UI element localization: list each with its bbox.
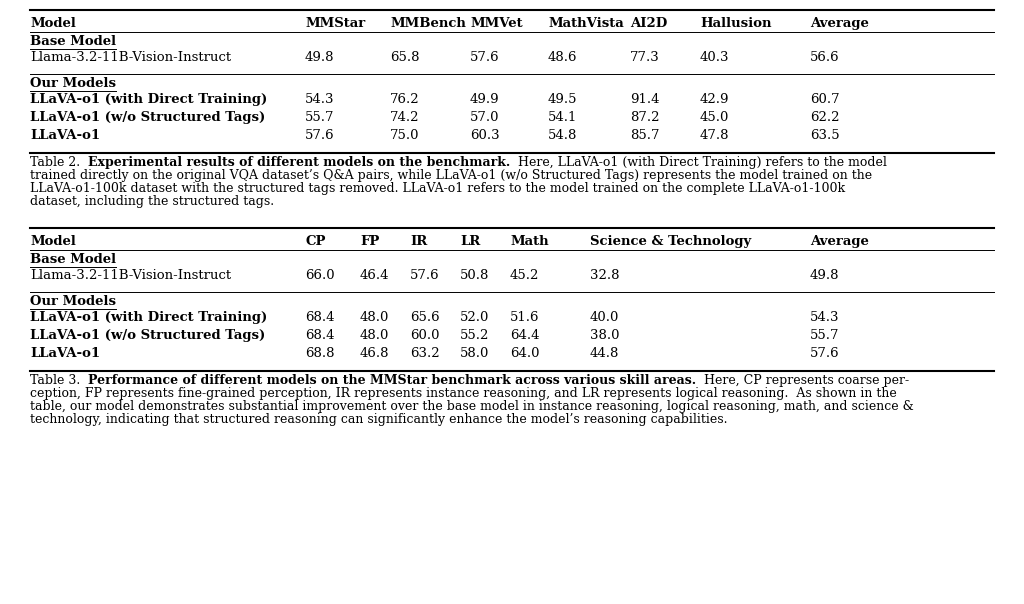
Text: Our Models: Our Models <box>30 295 116 308</box>
Text: 40.3: 40.3 <box>700 51 729 64</box>
Text: 57.6: 57.6 <box>410 269 439 282</box>
Text: IR: IR <box>410 235 427 248</box>
Text: 85.7: 85.7 <box>630 129 659 142</box>
Text: 49.8: 49.8 <box>810 269 840 282</box>
Text: 63.5: 63.5 <box>810 129 840 142</box>
Text: 55.7: 55.7 <box>305 111 335 124</box>
Text: 48.6: 48.6 <box>548 51 578 64</box>
Text: MMStar: MMStar <box>305 17 366 30</box>
Text: MathVista: MathVista <box>548 17 624 30</box>
Text: 68.4: 68.4 <box>305 329 335 342</box>
Text: 77.3: 77.3 <box>630 51 659 64</box>
Text: technology, indicating that structured reasoning can significantly enhance the m: technology, indicating that structured r… <box>30 413 727 426</box>
Text: 57.6: 57.6 <box>305 129 335 142</box>
Text: 49.8: 49.8 <box>305 51 335 64</box>
Text: 68.4: 68.4 <box>305 311 335 324</box>
Text: 65.8: 65.8 <box>390 51 420 64</box>
Text: 49.9: 49.9 <box>470 93 500 106</box>
Text: Table 3.: Table 3. <box>30 374 88 387</box>
Text: Average: Average <box>810 17 869 30</box>
Text: LLaVA-o1 (w/o Structured Tags): LLaVA-o1 (w/o Structured Tags) <box>30 329 265 342</box>
Text: dataset, including the structured tags.: dataset, including the structured tags. <box>30 195 274 208</box>
Text: LLaVA-o1: LLaVA-o1 <box>30 347 100 360</box>
Text: Llama-3.2-11B-Vision-Instruct: Llama-3.2-11B-Vision-Instruct <box>30 269 231 282</box>
Text: 45.0: 45.0 <box>700 111 729 124</box>
Text: LLaVA-o1 (with Direct Training): LLaVA-o1 (with Direct Training) <box>30 93 267 106</box>
Text: 42.9: 42.9 <box>700 93 729 106</box>
Text: CP: CP <box>305 235 326 248</box>
Text: 48.0: 48.0 <box>360 311 389 324</box>
Text: LLaVA-o1 (with Direct Training): LLaVA-o1 (with Direct Training) <box>30 311 267 324</box>
Text: 74.2: 74.2 <box>390 111 420 124</box>
Text: Model: Model <box>30 17 76 30</box>
Text: 68.8: 68.8 <box>305 347 335 360</box>
Text: 66.0: 66.0 <box>305 269 335 282</box>
Text: 46.4: 46.4 <box>360 269 389 282</box>
Text: Hallusion: Hallusion <box>700 17 771 30</box>
Text: 49.5: 49.5 <box>548 93 578 106</box>
Text: 60.7: 60.7 <box>810 93 840 106</box>
Text: 44.8: 44.8 <box>590 347 620 360</box>
Text: Math: Math <box>510 235 549 248</box>
Text: 57.6: 57.6 <box>470 51 500 64</box>
Text: 91.4: 91.4 <box>630 93 659 106</box>
Text: 64.0: 64.0 <box>510 347 540 360</box>
Text: 46.8: 46.8 <box>360 347 389 360</box>
Text: 54.3: 54.3 <box>810 311 840 324</box>
Text: Experimental results of different models on the benchmark.: Experimental results of different models… <box>88 156 510 169</box>
Text: 57.0: 57.0 <box>470 111 500 124</box>
Text: 45.2: 45.2 <box>510 269 540 282</box>
Text: Here, CP represents coarse per-: Here, CP represents coarse per- <box>696 374 909 387</box>
Text: 48.0: 48.0 <box>360 329 389 342</box>
Text: 58.0: 58.0 <box>460 347 489 360</box>
Text: AI2D: AI2D <box>630 17 668 30</box>
Text: 54.8: 54.8 <box>548 129 578 142</box>
Text: LLaVA-o1: LLaVA-o1 <box>30 129 100 142</box>
Text: LR: LR <box>460 235 480 248</box>
Text: 60.3: 60.3 <box>470 129 500 142</box>
Text: 38.0: 38.0 <box>590 329 620 342</box>
Text: Science & Technology: Science & Technology <box>590 235 752 248</box>
Text: 62.2: 62.2 <box>810 111 840 124</box>
Text: 32.8: 32.8 <box>590 269 620 282</box>
Text: 40.0: 40.0 <box>590 311 620 324</box>
Text: 56.6: 56.6 <box>810 51 840 64</box>
Text: 54.3: 54.3 <box>305 93 335 106</box>
Text: Base Model: Base Model <box>30 253 116 266</box>
Text: Base Model: Base Model <box>30 35 116 48</box>
Text: trained directly on the original VQA dataset’s Q&A pairs, while LLaVA-o1 (w/o St: trained directly on the original VQA dat… <box>30 169 872 182</box>
Text: MMBench: MMBench <box>390 17 466 30</box>
Text: 51.6: 51.6 <box>510 311 540 324</box>
Text: FP: FP <box>360 235 379 248</box>
Text: Here, LLaVA-o1 (with Direct Training) refers to the model: Here, LLaVA-o1 (with Direct Training) re… <box>510 156 887 169</box>
Text: Our Models: Our Models <box>30 77 116 90</box>
Text: 47.8: 47.8 <box>700 129 729 142</box>
Text: LLaVA-o1 (w/o Structured Tags): LLaVA-o1 (w/o Structured Tags) <box>30 111 265 124</box>
Text: Table 2.: Table 2. <box>30 156 88 169</box>
Text: 76.2: 76.2 <box>390 93 420 106</box>
Text: 64.4: 64.4 <box>510 329 540 342</box>
Text: ception, FP represents fine-grained perception, IR represents instance reasoning: ception, FP represents fine-grained perc… <box>30 387 897 400</box>
Text: Performance of different models on the MMStar benchmark across various skill are: Performance of different models on the M… <box>88 374 696 387</box>
Text: 50.8: 50.8 <box>460 269 489 282</box>
Text: 55.2: 55.2 <box>460 329 489 342</box>
Text: Model: Model <box>30 235 76 248</box>
Text: table, our model demonstrates substantial improvement over the base model in ins: table, our model demonstrates substantia… <box>30 400 913 413</box>
Text: 87.2: 87.2 <box>630 111 659 124</box>
Text: 63.2: 63.2 <box>410 347 439 360</box>
Text: 57.6: 57.6 <box>810 347 840 360</box>
Text: MMVet: MMVet <box>470 17 522 30</box>
Text: 75.0: 75.0 <box>390 129 420 142</box>
Text: 60.0: 60.0 <box>410 329 439 342</box>
Text: 52.0: 52.0 <box>460 311 489 324</box>
Text: 54.1: 54.1 <box>548 111 578 124</box>
Text: Llama-3.2-11B-Vision-Instruct: Llama-3.2-11B-Vision-Instruct <box>30 51 231 64</box>
Text: 55.7: 55.7 <box>810 329 840 342</box>
Text: 65.6: 65.6 <box>410 311 439 324</box>
Text: LLaVA-o1-100k dataset with the structured tags removed. LLaVA-o1 refers to the m: LLaVA-o1-100k dataset with the structure… <box>30 182 845 195</box>
Text: Average: Average <box>810 235 869 248</box>
